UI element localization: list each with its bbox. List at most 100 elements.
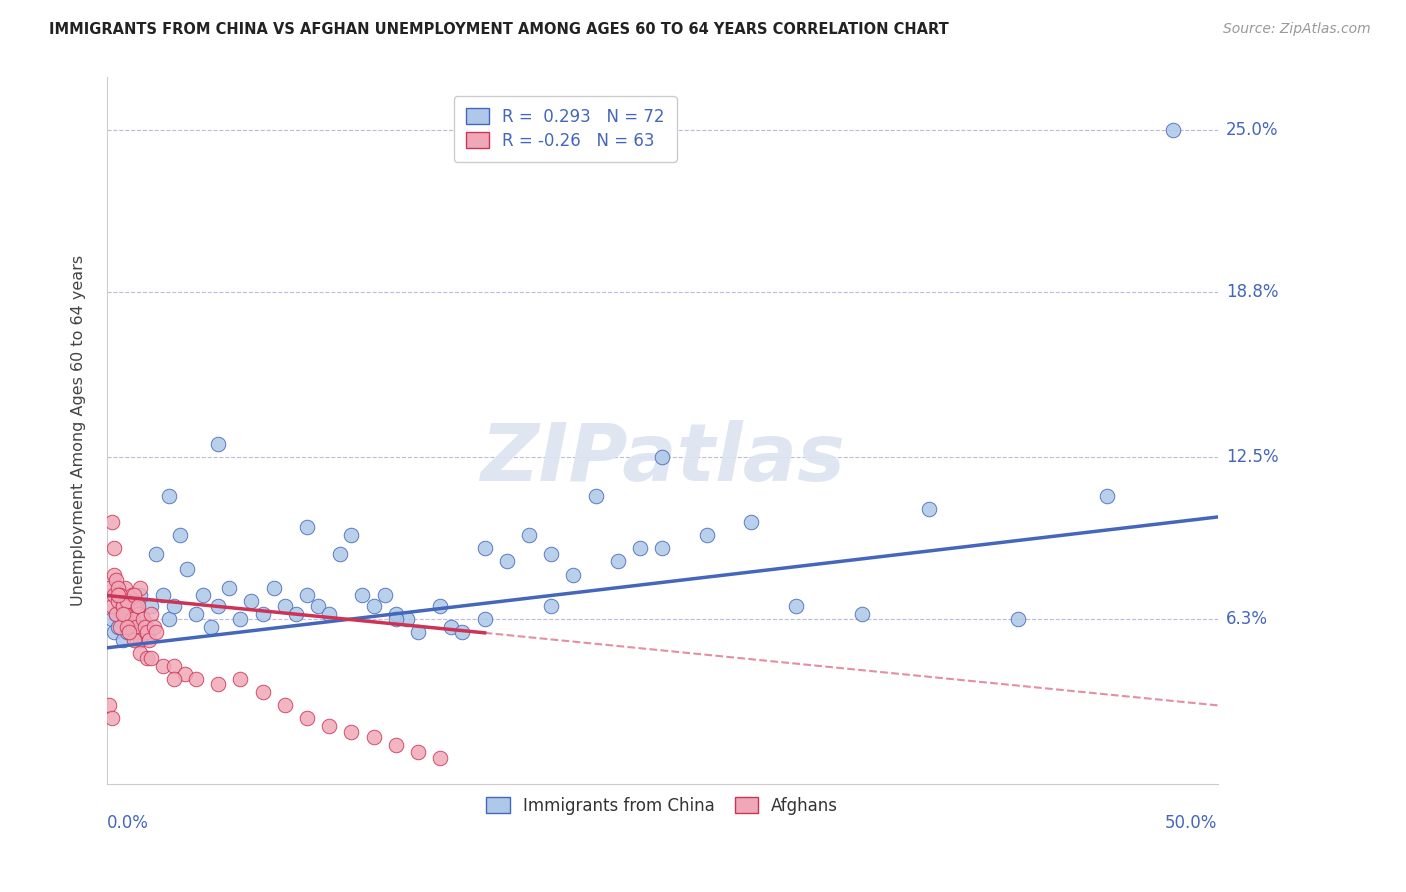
Point (740, 515, 762, 529)
Point (134, 620, 156, 634)
Point (100, 515, 122, 529)
Point (363, 599, 385, 613)
Point (129, 581, 152, 595)
Point (406, 625, 429, 640)
Point (157, 612, 180, 626)
Point (200, 620, 222, 634)
Point (207, 599, 229, 613)
Point (107, 589, 129, 603)
Point (114, 581, 136, 595)
Point (122, 599, 145, 613)
Point (136, 625, 159, 640)
Text: 6.3%: 6.3% (1226, 610, 1268, 628)
Point (152, 659, 174, 673)
Point (340, 724, 363, 739)
Point (104, 607, 127, 621)
Point (131, 612, 153, 626)
Point (385, 738, 408, 752)
Point (318, 719, 340, 733)
Point (274, 599, 297, 613)
Text: 25.0%: 25.0% (1226, 120, 1278, 139)
Point (318, 607, 340, 621)
Point (263, 581, 285, 595)
Point (121, 620, 143, 634)
Point (115, 607, 138, 621)
Point (240, 593, 263, 607)
Point (114, 593, 136, 607)
Point (111, 607, 134, 621)
Point (191, 589, 214, 603)
Point (218, 581, 240, 595)
Point (651, 450, 673, 464)
Point (131, 612, 153, 626)
Point (118, 620, 141, 634)
Point (138, 632, 160, 647)
Point (129, 632, 152, 647)
Point (517, 528, 540, 542)
Point (107, 581, 129, 595)
Point (340, 528, 363, 542)
Point (395, 612, 418, 626)
Point (628, 541, 651, 556)
Point (115, 620, 138, 634)
Point (451, 625, 474, 640)
Point (142, 620, 165, 634)
Point (100, 599, 122, 613)
Point (103, 541, 125, 556)
Point (1007, 612, 1029, 626)
Point (122, 612, 145, 626)
Point (651, 541, 673, 556)
Point (440, 620, 463, 634)
Text: 18.8%: 18.8% (1226, 283, 1278, 301)
Point (115, 593, 138, 607)
Point (329, 547, 352, 561)
Point (110, 589, 132, 603)
Point (785, 599, 807, 613)
Point (252, 607, 274, 621)
Point (307, 599, 329, 613)
Point (152, 589, 174, 603)
Point (122, 589, 145, 603)
Point (111, 599, 134, 613)
Point (429, 750, 451, 764)
Point (406, 746, 429, 760)
Point (184, 607, 207, 621)
Point (207, 436, 229, 450)
Point (141, 651, 163, 665)
Text: 0.0%: 0.0% (107, 814, 149, 832)
Point (229, 612, 252, 626)
Point (562, 567, 585, 582)
Point (125, 625, 148, 640)
Point (145, 625, 167, 640)
Point (121, 589, 143, 603)
Point (136, 651, 159, 665)
Point (125, 599, 148, 613)
Point (100, 711, 122, 725)
Point (274, 698, 297, 713)
Point (252, 685, 274, 699)
Point (98, 581, 121, 595)
Point (176, 562, 198, 576)
Point (474, 612, 496, 626)
Point (495, 554, 517, 568)
Point (129, 646, 152, 660)
Point (127, 599, 149, 613)
Point (127, 607, 149, 621)
Point (385, 607, 408, 621)
Point (696, 528, 718, 542)
Point (157, 489, 180, 503)
Point (363, 730, 385, 744)
Point (145, 547, 167, 561)
Point (295, 589, 318, 603)
Point (284, 607, 307, 621)
Point (118, 625, 141, 640)
Point (110, 599, 132, 613)
Point (122, 632, 145, 647)
Point (540, 547, 562, 561)
Point (129, 589, 152, 603)
Text: IMMIGRANTS FROM CHINA VS AFGHAN UNEMPLOYMENT AMONG AGES 60 TO 64 YEARS CORRELATI: IMMIGRANTS FROM CHINA VS AFGHAN UNEMPLOY… (49, 22, 949, 37)
Point (474, 541, 496, 556)
Point (121, 612, 143, 626)
Point (141, 599, 163, 613)
Point (851, 607, 873, 621)
